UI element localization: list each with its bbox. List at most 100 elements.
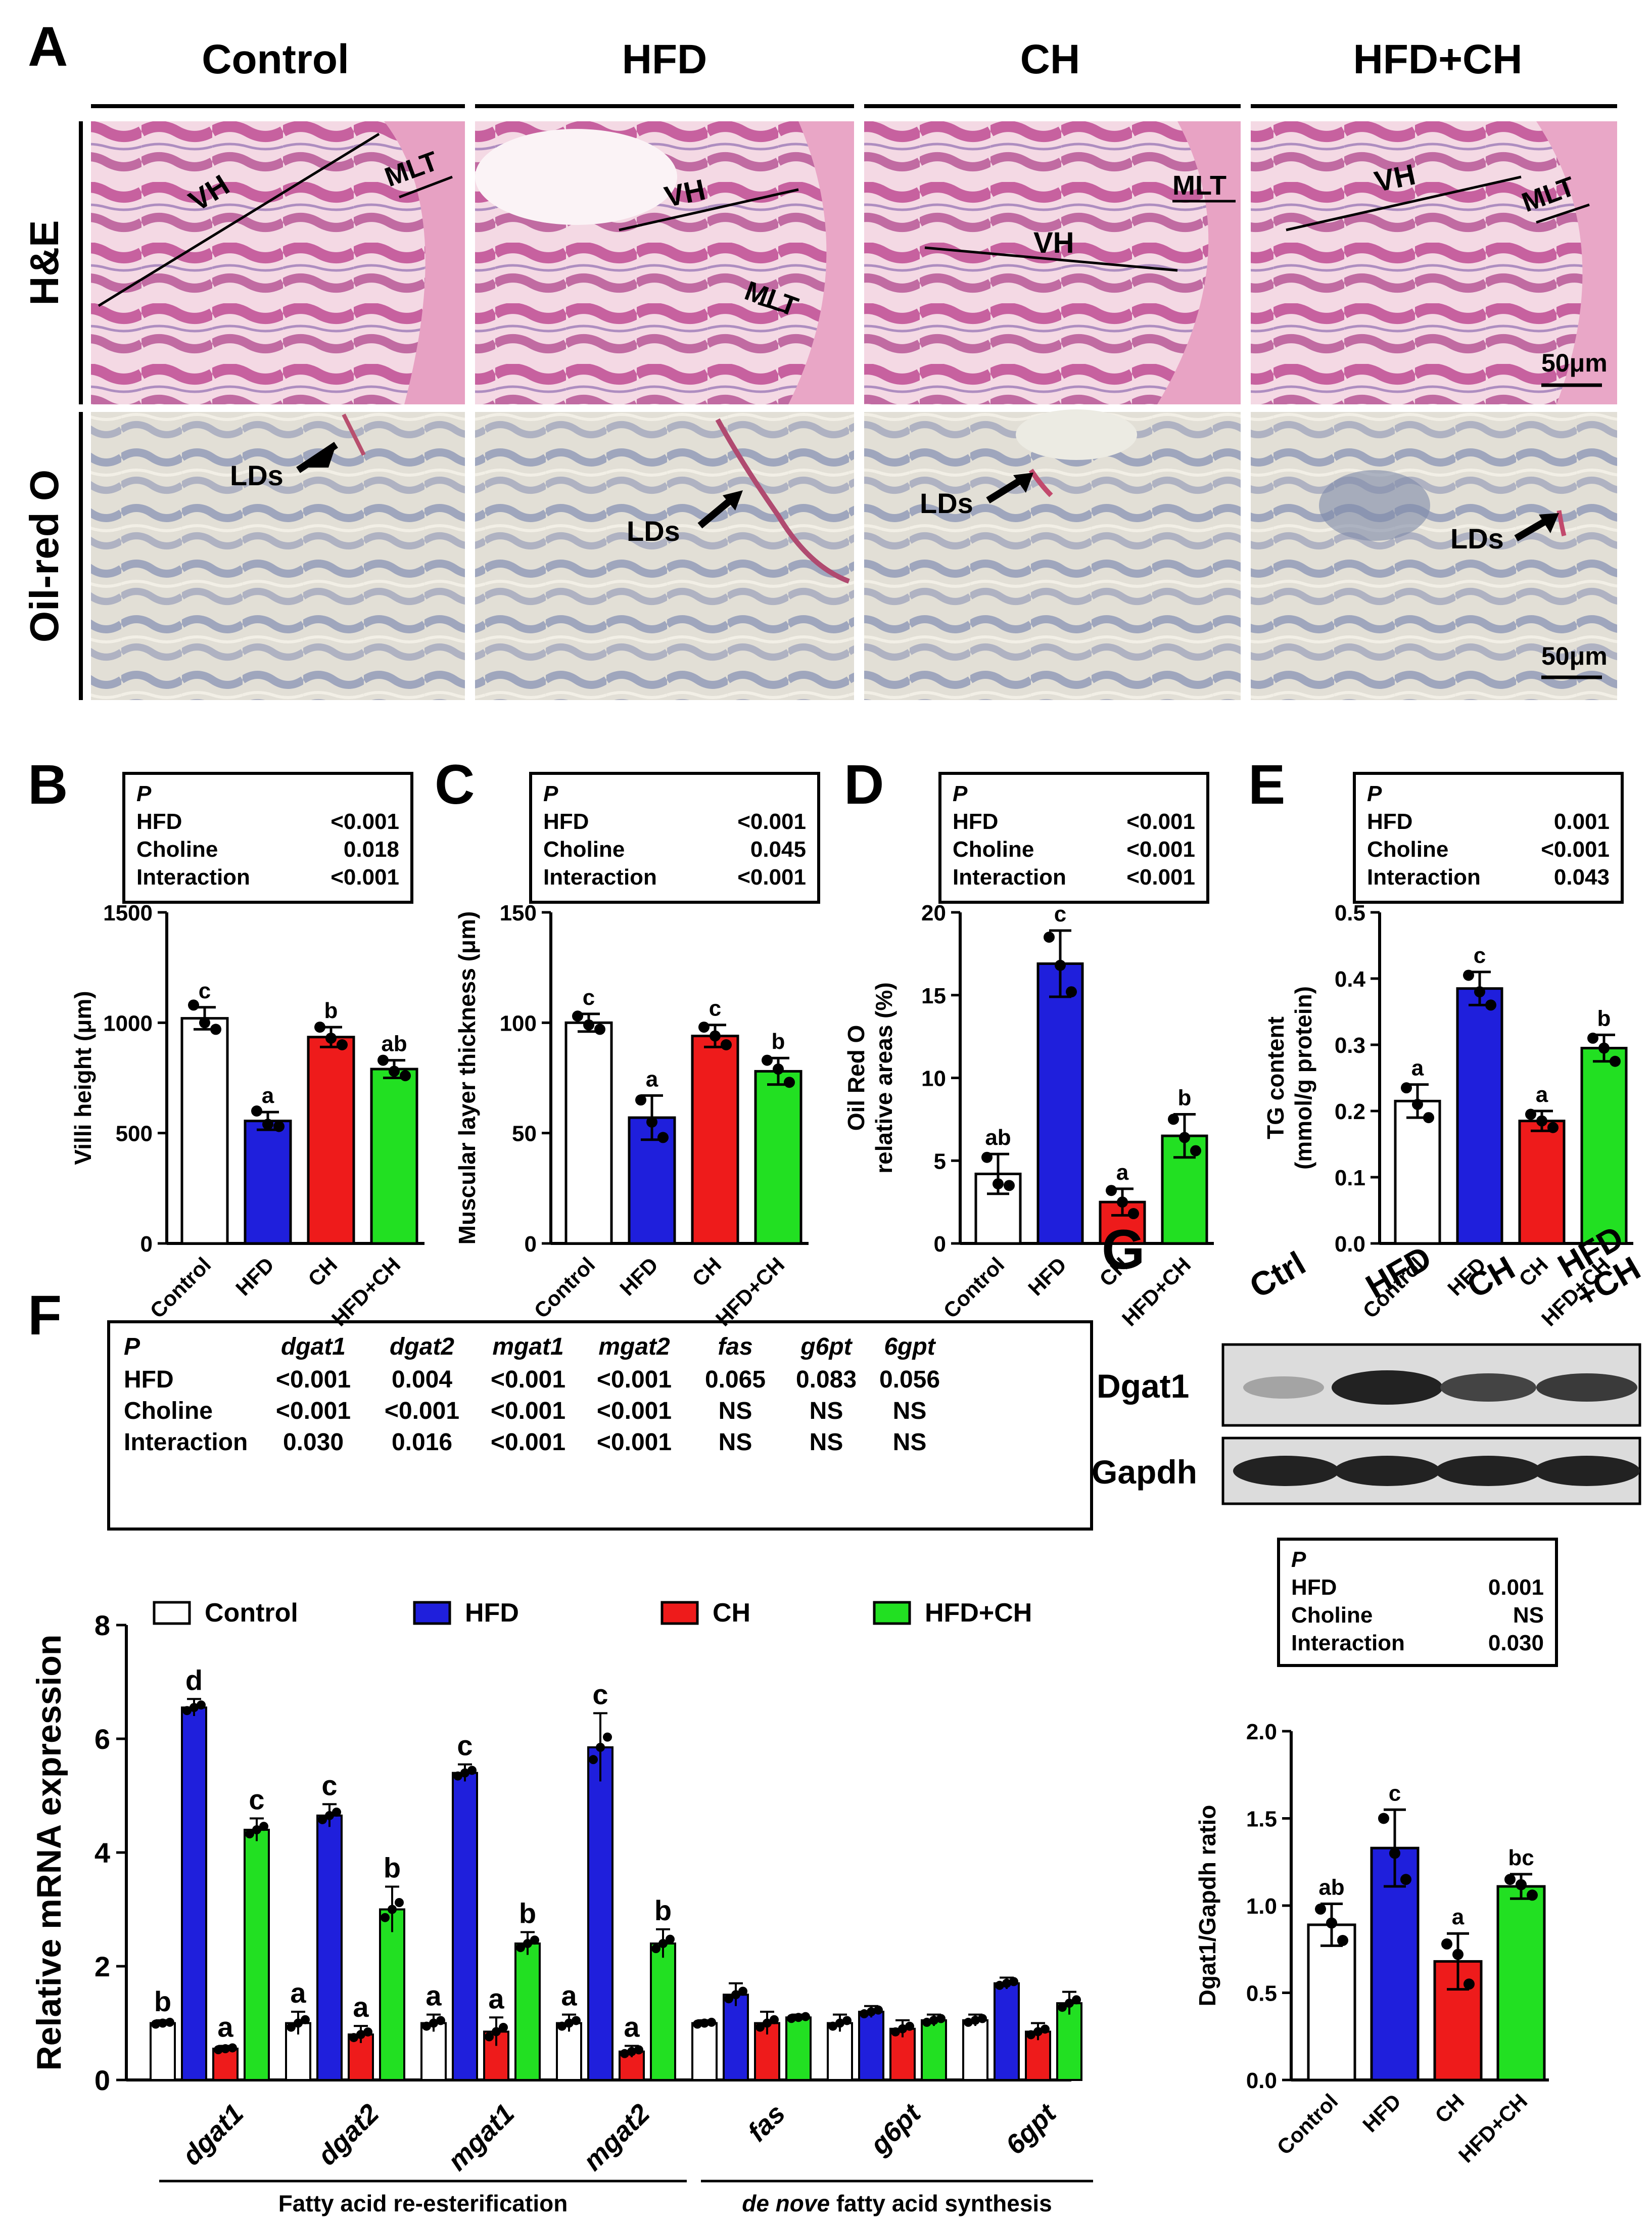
data-point [492,2027,501,2037]
data-point [603,1732,612,1742]
data-point [620,2049,629,2058]
significance-letter: b [154,1985,171,2017]
significance-letter: a [426,1980,442,2012]
x-tick-label: HFD+CH [327,1253,405,1331]
data-point [294,2018,303,2028]
data-point [199,1017,210,1029]
panel-letter-b: B [28,754,68,816]
stats-row-value: <0.001 [1126,865,1195,890]
data-point [860,2009,869,2019]
bar-hfd-ch [1580,1047,1628,1245]
data-point [151,2019,160,2029]
stats-row-value: <0.001 [1541,837,1610,862]
stats-row-value: <0.001 [331,865,399,890]
stats-row-value: <0.001 [737,865,806,890]
legend-swatch [413,1601,451,1625]
stats-row-value: 0.001 [1554,809,1610,834]
data-point [1463,969,1474,981]
data-point [1190,1145,1201,1156]
stats-cell: 0.016 [392,1429,452,1456]
gene-label: fas [742,2098,791,2148]
data-point [1452,1949,1464,1960]
data-point [197,1700,206,1710]
significance-letter: c [1474,943,1486,968]
bar-fas-hfd [723,1994,749,2081]
data-point [1598,1042,1610,1054]
stats-col-header: dgat2 [390,1333,454,1360]
data-point [981,1151,993,1163]
data-point [1128,1208,1139,1220]
bar-g6pt-hfd [858,2011,884,2081]
data-point [1423,1112,1434,1124]
data-point [770,2015,779,2024]
orc-image-hfd: LDs [475,412,854,700]
column-title-control: Control [202,36,349,82]
orc-image-ch: LDs [864,409,1241,700]
stats-cell: 0.004 [392,1366,452,1393]
data-point [1179,1132,1190,1143]
data-point [1315,1903,1326,1915]
data-point [1441,1938,1452,1950]
panel-letter-c: C [435,754,475,816]
data-point [596,1742,605,1752]
data-point [1072,1995,1081,2005]
stats-header: P [1367,781,1382,806]
stats-box-d [938,772,1209,904]
data-point [318,1815,327,1824]
he-image-hfd-ch: VH MLT 50μm [1251,121,1617,404]
chart-f: 0 2 4 6 8 Relative mRNA expression b d a c dgat1 a c… [30,1609,1093,2216]
stats-col-header: dgat1 [281,1333,346,1360]
group-label: Fatty acid re-esterification [278,2190,568,2216]
svg-text:MLT: MLT [1172,170,1226,201]
gene-label: mgat2 [578,2098,656,2177]
blot-label-dgat1: Dgat1 [1097,1367,1189,1405]
x-tick-label: CH [1430,2089,1469,2127]
row-label-he: H&E [22,220,67,306]
data-point [971,2015,980,2025]
significance-letter: b [324,998,338,1023]
data-point [564,2018,574,2028]
legend-swatch [873,1601,911,1625]
stats-row-value: 0.018 [344,837,399,862]
data-point [1389,1847,1400,1859]
orc-image-control: LDs [91,412,465,700]
significance-letter: c [457,1730,473,1762]
data-point [165,2017,174,2027]
svg-text:LDs: LDs [1450,523,1504,554]
bar-control [1307,1923,1356,2081]
legend-swatch [660,1601,699,1625]
data-point [1106,1185,1117,1196]
data-point [627,2047,636,2056]
stats-cell: NS [719,1398,752,1424]
stats-cell: NS [719,1429,752,1456]
significance-letter: c [583,985,595,1010]
data-point [1610,1055,1621,1067]
y-axis-label-2: relative areas (%) [871,982,897,1173]
stats-cell: <0.001 [276,1366,351,1393]
legend-label: CH [713,1598,750,1628]
y-tick-label: 500 [116,1122,153,1146]
significance-letter: b [519,1898,536,1929]
significance-letter: c [1389,1781,1401,1806]
data-point [1547,1122,1559,1133]
data-point [1525,1108,1536,1120]
data-point [337,1039,348,1050]
data-point [287,2022,296,2032]
data-point [738,1986,747,1996]
stats-col-header: fas [718,1333,752,1360]
stats-cell: Choline [124,1398,213,1424]
gene-label: mgat1 [442,2098,521,2177]
x-tick-label: Control [146,1253,216,1323]
data-point [635,1094,646,1106]
stats-header: P [1291,1547,1306,1572]
data-point [188,999,199,1011]
data-point [262,1119,273,1130]
stats-cell: Interaction [124,1429,248,1456]
significance-letter: a [353,1991,369,2023]
data-point [210,1024,221,1035]
stats-row-value: 0.001 [1488,1575,1544,1600]
significance-letter: a [1116,1160,1129,1185]
significance-letter: a [217,2011,233,2043]
